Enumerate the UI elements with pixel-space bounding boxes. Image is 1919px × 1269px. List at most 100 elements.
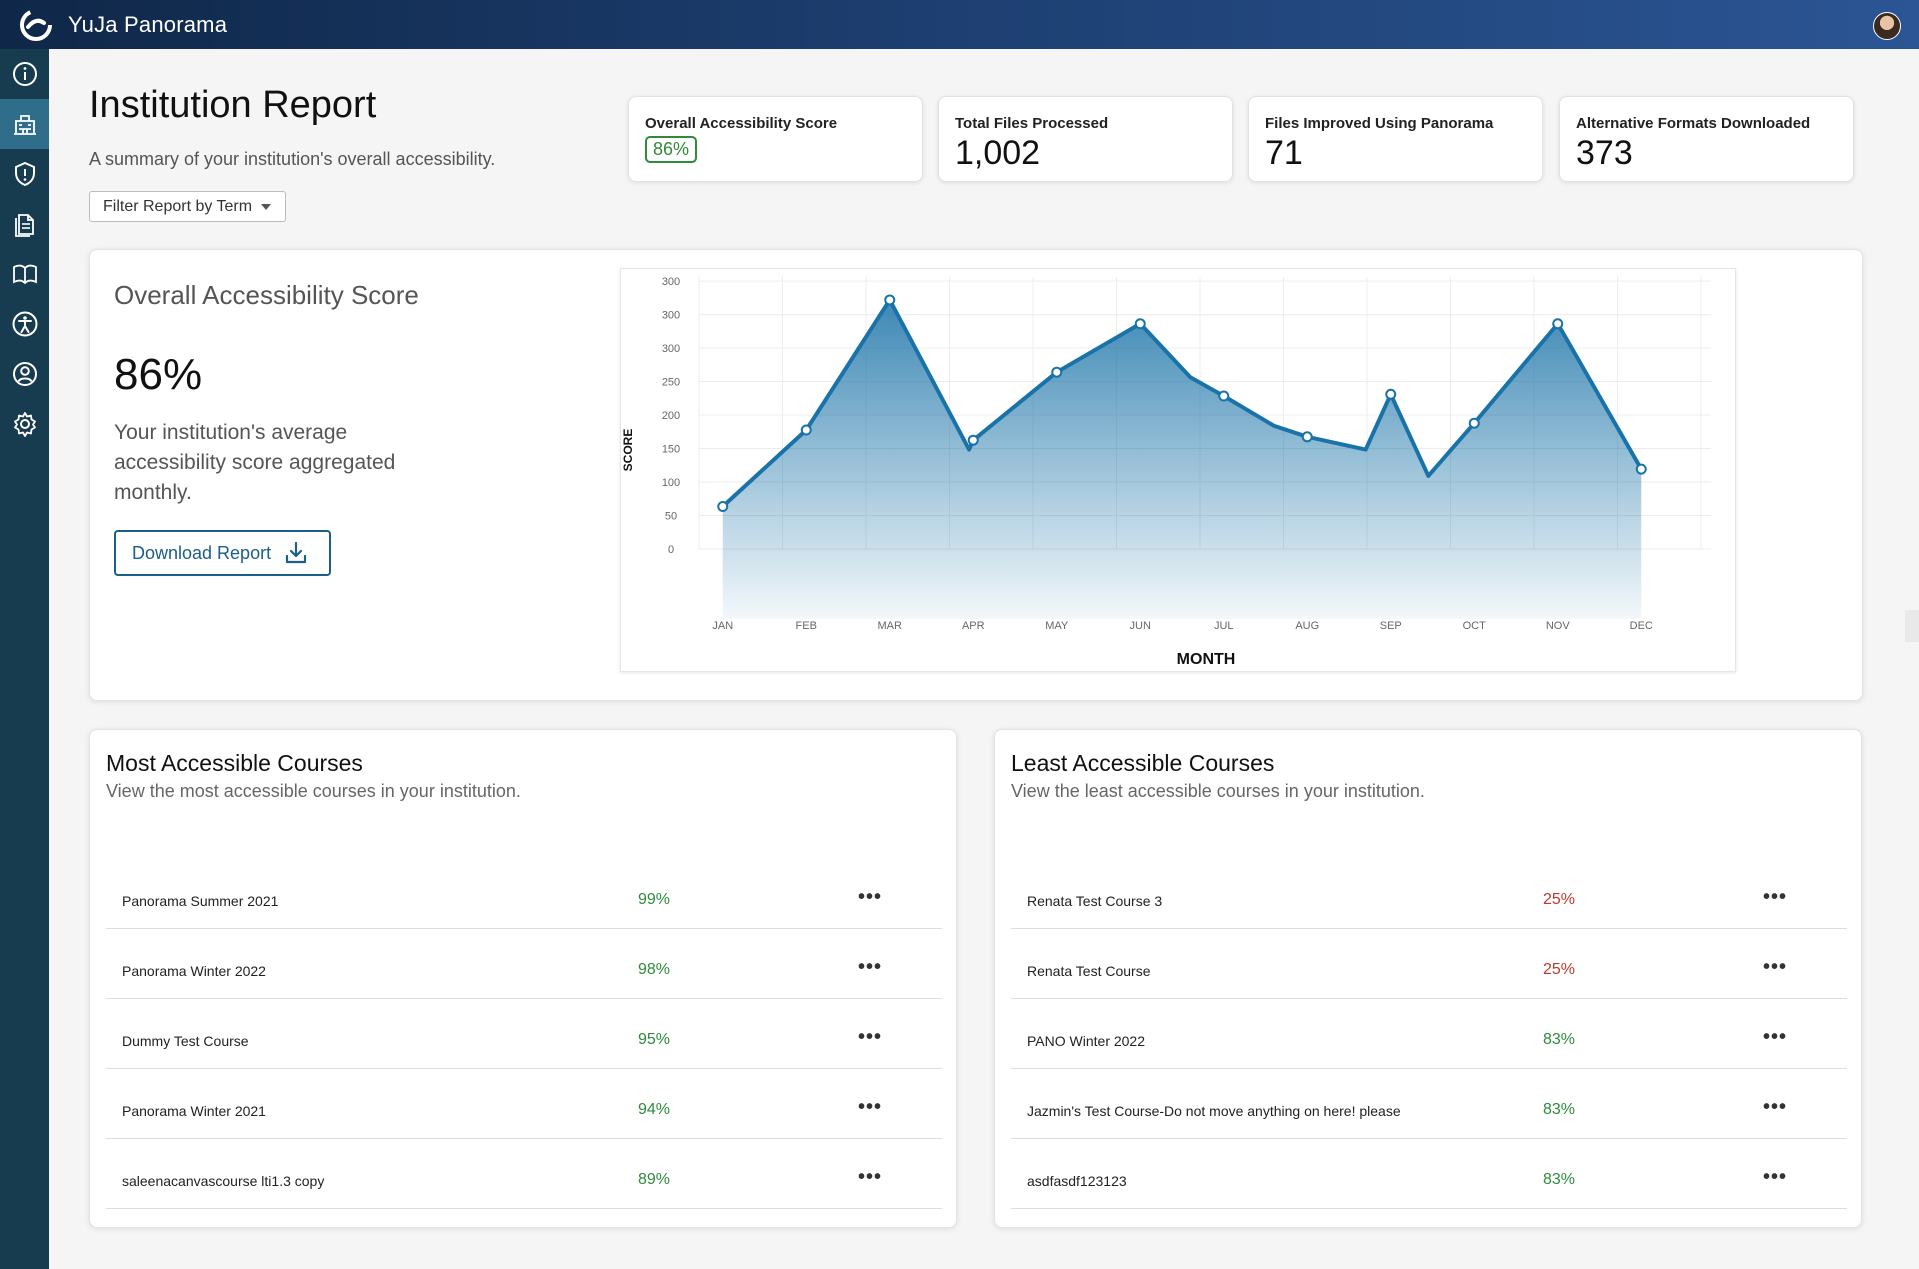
- more-options-icon[interactable]: •••: [858, 886, 883, 908]
- stat-card-alt-formats: Alternative Formats Downloaded 373: [1559, 96, 1854, 182]
- page-scrollbar[interactable]: [1905, 610, 1919, 642]
- most-accessible-panel: Most Accessible Courses View the most ac…: [89, 729, 957, 1228]
- more-options-icon[interactable]: •••: [1763, 1026, 1788, 1048]
- y-tick-label: 0: [668, 544, 674, 556]
- x-tick-label: OCT: [1463, 620, 1487, 632]
- data-point: [1301, 431, 1313, 443]
- stat-label: Alternative Formats Downloaded: [1576, 115, 1811, 132]
- accessibility-chart: 0 50 100 150 200 250 300 300 300 JAN FEB MAR APR MAY…: [620, 268, 1736, 672]
- x-tick-label: MAY: [1045, 620, 1069, 632]
- accessibility-icon: [12, 311, 37, 337]
- avatar[interactable]: [1873, 12, 1901, 40]
- table-row: Jazmin's Test Course-Do not move anythin…: [1011, 1068, 1847, 1139]
- more-options-icon[interactable]: •••: [858, 956, 883, 978]
- institution-icon: [13, 115, 36, 135]
- course-name[interactable]: Jazmin's Test Course-Do not move anythin…: [1027, 1103, 1401, 1119]
- x-tick-label: DEC: [1630, 620, 1653, 632]
- stat-card-files-improved: Files Improved Using Panorama 71: [1248, 96, 1543, 182]
- more-options-icon[interactable]: •••: [858, 1026, 883, 1048]
- x-tick-label: NOV: [1546, 620, 1571, 632]
- least-accessible-title: Least Accessible Courses: [1011, 750, 1275, 776]
- more-options-icon[interactable]: •••: [858, 1166, 883, 1188]
- course-score: 95%: [638, 1031, 671, 1048]
- data-point: [717, 501, 729, 512]
- x-tick-label: JAN: [712, 620, 733, 632]
- user-circle-icon: [12, 362, 37, 386]
- course-score: 99%: [638, 891, 671, 908]
- sidebar-item-accessibility[interactable]: [0, 299, 49, 349]
- table-row: PANO Winter 2022 83% •••: [1011, 998, 1847, 1069]
- data-point: [884, 294, 896, 306]
- sidebar-item-institution-report[interactable]: [0, 99, 49, 149]
- x-tick-label: SEP: [1380, 620, 1402, 632]
- course-score: 94%: [638, 1101, 671, 1118]
- book-icon: [12, 264, 37, 285]
- course-score: 83%: [1543, 1101, 1576, 1118]
- x-tick-label: APR: [962, 620, 985, 632]
- documents-icon: [14, 214, 34, 237]
- course-name[interactable]: asdfasdf123123: [1027, 1173, 1127, 1189]
- course-name[interactable]: PANO Winter 2022: [1027, 1033, 1146, 1049]
- y-tick-label: 200: [662, 410, 680, 422]
- table-row: Panorama Summer 2021 99% •••: [106, 858, 942, 929]
- page-subtitle: A summary of your institution's overall …: [89, 149, 496, 169]
- score-area-chart: 0 50 100 150 200 250 300 300 300 JAN FEB MAR APR MAY…: [621, 276, 1711, 668]
- stat-label: Total Files Processed: [955, 115, 1109, 132]
- data-point: [1552, 318, 1564, 330]
- course-name[interactable]: Renata Test Course 3: [1027, 893, 1163, 909]
- download-report-label: Download Report: [132, 542, 272, 563]
- course-score: 83%: [1543, 1171, 1576, 1188]
- caret-down-icon: [261, 203, 272, 210]
- x-tick-label: JUL: [1214, 620, 1234, 632]
- sidebar-item-users[interactable]: [0, 349, 49, 399]
- sidebar-item-alerts[interactable]: [0, 149, 49, 199]
- filter-term-dropdown[interactable]: Filter Report by Term: [89, 191, 286, 222]
- more-options-icon[interactable]: •••: [1763, 1096, 1788, 1118]
- y-tick-label: 250: [662, 377, 680, 389]
- y-tick-label: 300: [662, 343, 680, 355]
- x-tick-label: FEB: [796, 620, 817, 632]
- course-name[interactable]: Panorama Winter 2022: [122, 963, 266, 979]
- sidebar-item-documents[interactable]: [0, 199, 49, 249]
- table-row: asdfasdf123123 83% •••: [1011, 1138, 1847, 1209]
- download-icon: [285, 541, 307, 564]
- course-name[interactable]: Panorama Winter 2021: [122, 1103, 266, 1119]
- table-row: Renata Test Course 25% •••: [1011, 928, 1847, 999]
- least-accessible-subtitle: View the least accessible courses in you…: [1011, 781, 1425, 801]
- table-row: Panorama Winter 2021 94% •••: [106, 1068, 942, 1139]
- table-row: Renata Test Course 3 25% •••: [1011, 858, 1847, 929]
- score-chart-panel: Overall Accessibility Score 86% Your ins…: [89, 249, 1863, 701]
- more-options-icon[interactable]: •••: [1763, 956, 1788, 978]
- x-tick-label: MAR: [878, 620, 903, 632]
- download-report-button[interactable]: Download Report: [114, 530, 331, 576]
- series-area: [722, 299, 1642, 619]
- y-tick-label: 300: [662, 276, 680, 288]
- more-options-icon[interactable]: •••: [1763, 886, 1788, 908]
- filter-term-label: Filter Report by Term: [103, 197, 253, 215]
- stat-value: 71: [1265, 134, 1303, 172]
- table-row: saleenacanvascourse lti1.3 copy 89% •••: [106, 1138, 942, 1209]
- sidebar-item-settings[interactable]: [0, 399, 49, 449]
- score-panel-title: Overall Accessibility Score: [114, 280, 419, 310]
- sidebar-item-library[interactable]: [0, 249, 49, 299]
- sidebar-item-info[interactable]: [0, 49, 49, 99]
- stat-card-total-files: Total Files Processed 1,002: [938, 96, 1233, 182]
- course-score: 25%: [1543, 961, 1576, 978]
- yuja-logo-icon[interactable]: [18, 7, 54, 43]
- y-tick-label: 50: [665, 511, 677, 523]
- more-options-icon[interactable]: •••: [1763, 1166, 1788, 1188]
- score-description: Your institution's average accessibility…: [114, 421, 396, 504]
- course-name[interactable]: Panorama Summer 2021: [122, 893, 279, 909]
- stat-card-accessibility-score: Overall Accessibility Score 86%: [628, 96, 923, 182]
- data-point: [800, 424, 812, 436]
- course-name[interactable]: Renata Test Course: [1027, 963, 1151, 979]
- y-tick-label: 300: [662, 310, 680, 322]
- most-accessible-subtitle: View the most accessible courses in your…: [106, 781, 521, 801]
- x-tick-label: AUG: [1295, 620, 1319, 632]
- data-point: [1635, 463, 1647, 475]
- more-options-icon[interactable]: •••: [858, 1096, 883, 1118]
- course-score: 89%: [638, 1171, 671, 1188]
- course-name[interactable]: saleenacanvascourse lti1.3 copy: [122, 1173, 325, 1189]
- course-name[interactable]: Dummy Test Course: [122, 1033, 249, 1049]
- table-row: Dummy Test Course 95% •••: [106, 998, 942, 1069]
